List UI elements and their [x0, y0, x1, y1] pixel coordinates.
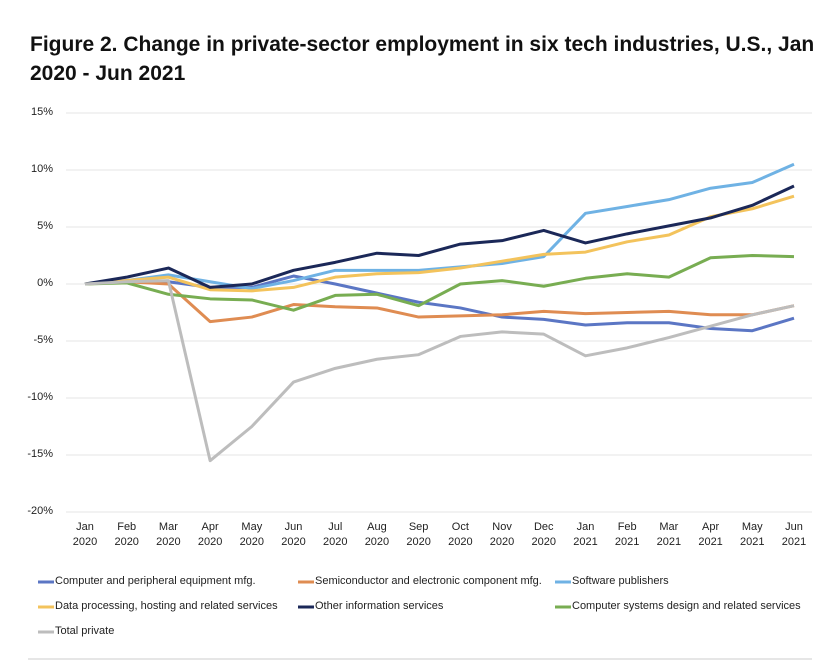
- x-tick-label: Jul 2020: [322, 521, 348, 548]
- series-line: [84, 194, 795, 293]
- x-tick-label: Jan 2021: [573, 521, 598, 548]
- x-tick-label: Dec 2020: [531, 521, 556, 548]
- legend-label: Data processing, hosting and related ser…: [55, 600, 278, 612]
- x-tick-label: May 2020: [239, 521, 265, 548]
- y-tick-label: -5%: [33, 334, 53, 346]
- series-line: [84, 279, 795, 463]
- x-tick-label: Jun 2021: [781, 521, 807, 548]
- x-tick-label: Mar 2020: [156, 521, 181, 548]
- x-tick-label: May 2021: [740, 521, 765, 548]
- chart-title: Figure 2. Change in private-sector emplo…: [30, 33, 815, 85]
- legend-label: Computer systems design and related serv…: [572, 600, 801, 612]
- x-tick-label: Mar 2021: [656, 521, 682, 548]
- x-tick-label: Apr 2020: [197, 521, 223, 548]
- x-tick-label: Aug 2020: [364, 521, 390, 548]
- y-tick-label: 15%: [30, 106, 53, 118]
- x-tick-label: Sep 2020: [406, 521, 431, 548]
- x-tick-label: Oct 2020: [448, 521, 473, 548]
- x-tick-label: Nov 2020: [489, 521, 515, 548]
- y-tick-label: -20%: [27, 505, 53, 517]
- y-tick-label: -10%: [27, 391, 53, 403]
- legend-label: Software publishers: [572, 575, 669, 587]
- y-tick-label: 5%: [37, 220, 53, 232]
- legend-label: Computer and peripheral equipment mfg.: [55, 575, 256, 587]
- y-tick-label: 10%: [30, 163, 53, 175]
- series-line: [84, 254, 795, 312]
- y-tick-label: 0%: [37, 277, 53, 289]
- series-line: [84, 184, 795, 289]
- x-tick-label: Jan 2020: [72, 521, 98, 548]
- series-line: [84, 280, 795, 324]
- series-line: [84, 162, 795, 291]
- x-tick-label: Apr 2021: [698, 521, 723, 548]
- y-tick-label: -15%: [27, 448, 53, 460]
- legend-label: Semiconductor and electronic component m…: [315, 575, 542, 587]
- legend-label: Total private: [55, 625, 115, 637]
- legend-label: Other information services: [315, 600, 444, 612]
- x-tick-label: Feb 2021: [614, 521, 640, 548]
- x-tick-label: Feb 2020: [114, 521, 139, 548]
- x-tick-label: Jun 2020: [281, 521, 306, 548]
